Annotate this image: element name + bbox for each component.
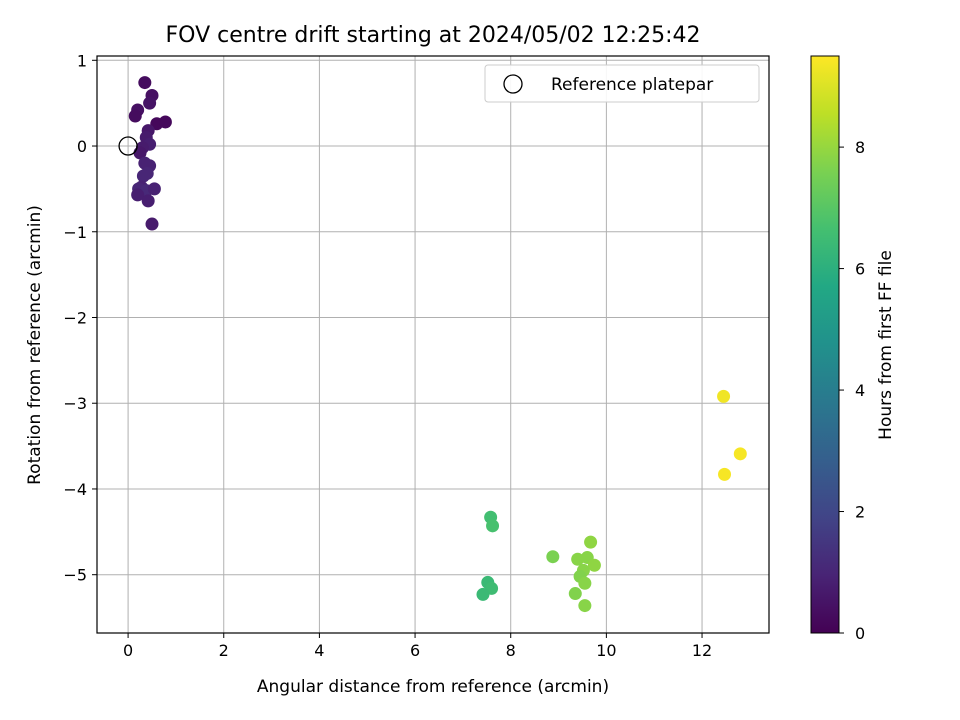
data-points	[118, 76, 747, 613]
scatter-point	[733, 447, 747, 461]
scatter-point	[136, 169, 150, 183]
scatter-point	[476, 587, 490, 601]
y-tick-label: −4	[63, 480, 87, 499]
scatter-point	[128, 109, 142, 123]
scatter-point	[718, 467, 732, 481]
colorbar-tick-label: 0	[855, 624, 865, 643]
x-tick-label: 10	[596, 641, 616, 660]
y-tick-label: −1	[63, 223, 87, 242]
scatter-point	[584, 535, 598, 549]
scatter-point	[587, 558, 601, 572]
colorbar-ticks: 0 2 4 6 8	[839, 138, 865, 643]
grid	[97, 56, 769, 633]
colorbar-tick-label: 2	[855, 503, 865, 522]
reference-platepar-marker	[118, 136, 138, 156]
scatter-point	[143, 96, 157, 110]
scatter-point	[568, 587, 582, 601]
scatter-point	[546, 550, 560, 564]
colorbar-tick-label: 8	[855, 138, 865, 157]
scatter-point	[131, 188, 145, 202]
scatter-point	[147, 182, 161, 196]
y-tick-label: 0	[77, 137, 87, 156]
y-tick-label: 1	[77, 51, 87, 70]
chart-title: FOV centre drift starting at 2024/05/02 …	[166, 23, 701, 48]
scatter-point	[717, 389, 731, 403]
colorbar: 0 2 4 6 8 Hours from first FF file	[810, 55, 896, 643]
x-tick-label: 0	[123, 641, 133, 660]
scatter-point	[141, 194, 155, 208]
x-axis-label: Angular distance from reference (arcmin)	[257, 677, 609, 697]
colorbar-tick-label: 6	[855, 260, 865, 279]
scatter-point	[158, 115, 172, 129]
legend-entry-reference: Reference platepar	[551, 75, 713, 95]
y-tick-label: −2	[63, 308, 87, 327]
x-tick-label: 12	[692, 641, 712, 660]
legend-reference-marker	[503, 74, 523, 94]
x-tick-label: 2	[219, 641, 229, 660]
scatter-point	[578, 576, 592, 590]
scatter-point	[486, 519, 500, 533]
y-axis-label: Rotation from reference (arcmin)	[25, 205, 45, 485]
y-tick-label: −3	[63, 394, 87, 413]
legend: Reference platepar	[484, 64, 760, 103]
colorbar-gradient	[810, 55, 840, 634]
plot-frame	[96, 55, 770, 634]
scatter-point	[138, 76, 152, 90]
legend-box	[484, 64, 760, 103]
scatter-point	[145, 217, 159, 231]
x-tick-label: 8	[506, 641, 516, 660]
scatter-point	[578, 599, 592, 613]
y-tick-label: −5	[63, 566, 87, 585]
x-tick-label: 6	[410, 641, 420, 660]
x-tick-label: 4	[314, 641, 324, 660]
colorbar-label: Hours from first FF file	[876, 250, 896, 440]
colorbar-tick-label: 4	[855, 381, 865, 400]
